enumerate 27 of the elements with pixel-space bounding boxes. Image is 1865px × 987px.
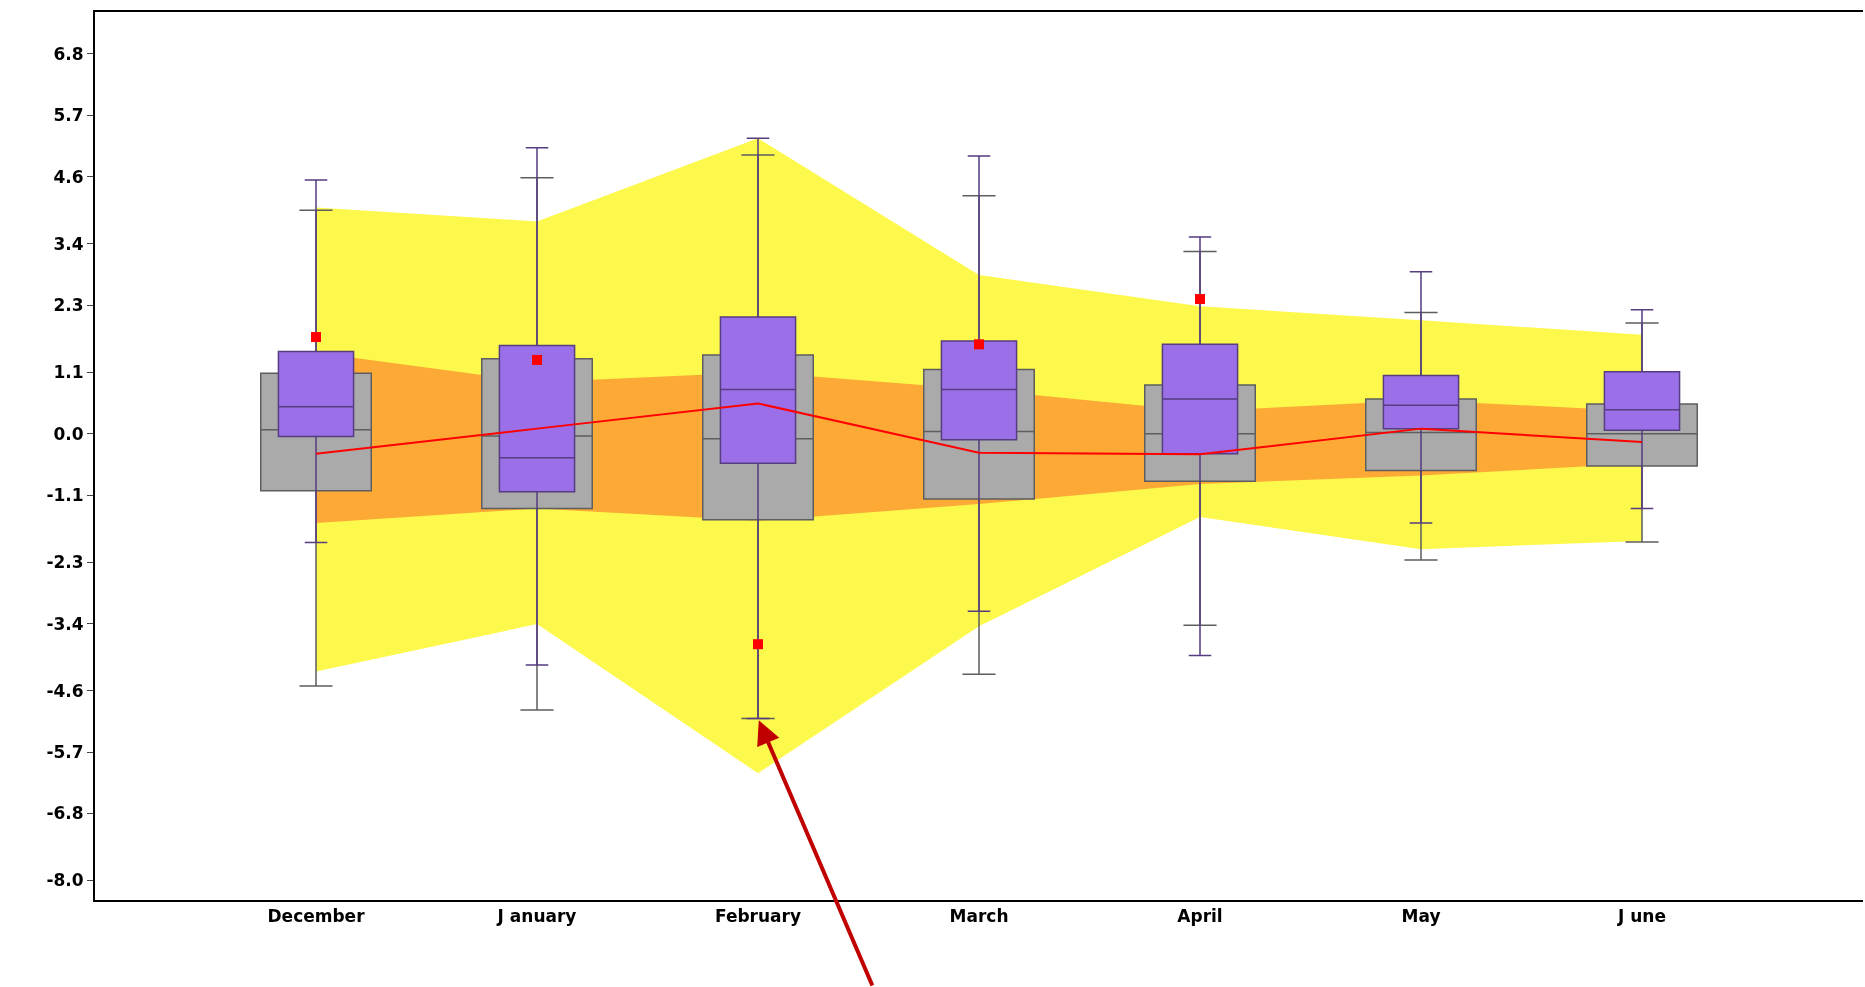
point bbox=[1195, 294, 1205, 305]
y-tick-label: 1.1 bbox=[53, 362, 84, 383]
y-tick-label: -6.8 bbox=[46, 803, 84, 824]
x-tick-label: April bbox=[1177, 906, 1223, 927]
y-tick-label: 4.6 bbox=[53, 166, 84, 187]
y-tick-label: -8.0 bbox=[46, 870, 84, 891]
x-tick-label: J une bbox=[1617, 906, 1666, 927]
y-tick-label: 5.7 bbox=[53, 105, 84, 126]
x-tick-label: March bbox=[949, 906, 1009, 927]
point bbox=[311, 332, 321, 343]
x-tick-label: J anuary bbox=[496, 906, 577, 927]
y-tick-label: 0.0 bbox=[53, 423, 84, 444]
y-tick-label: -4.6 bbox=[46, 680, 84, 701]
y-tick-label: -5.7 bbox=[46, 741, 84, 762]
y-tick-label: 6.8 bbox=[53, 43, 84, 64]
x-tick-label: February bbox=[714, 906, 802, 927]
point bbox=[532, 354, 542, 365]
y-tick-label: -2.3 bbox=[46, 552, 84, 573]
point bbox=[974, 339, 984, 350]
line-series bbox=[315, 402, 1643, 456]
y-tick-label: 3.4 bbox=[53, 233, 84, 254]
y-tick-label: -3.4 bbox=[46, 613, 84, 634]
x-tick-label: May bbox=[1401, 906, 1441, 927]
y-tick-label: -1.1 bbox=[46, 485, 84, 506]
point bbox=[753, 639, 763, 650]
y-tick-label: 2.3 bbox=[53, 295, 84, 316]
x-tick-label: December bbox=[267, 906, 366, 927]
